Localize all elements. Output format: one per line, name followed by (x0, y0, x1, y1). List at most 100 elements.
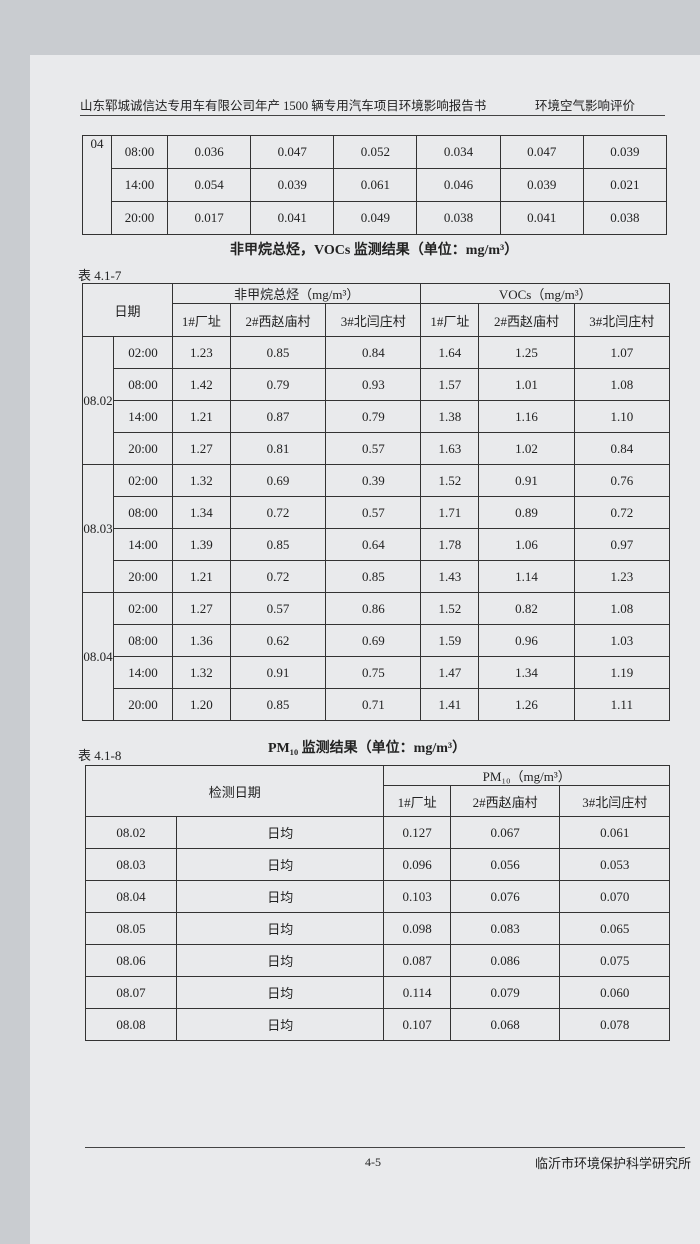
table-row: 04 08:00 0.036 0.047 0.052 0.034 0.047 0.039 (82, 135, 668, 235)
table-cell: 14:00 (111, 168, 168, 202)
table-cell: 0.053 (559, 848, 670, 881)
table-cell: 0.038 (416, 201, 501, 235)
table-cell: 0.96 (478, 624, 575, 657)
table-cell: 2#西赵庙村 (229, 303, 327, 337)
table-cell: 14:00 (113, 400, 173, 433)
table-cell: 1.14 (478, 560, 575, 593)
table-cell: 08.02 (82, 336, 114, 465)
table-row: 08.08 日均 0.107 0.068 0.078 (85, 1008, 670, 1041)
table-cell: 1.02 (478, 432, 575, 465)
table-cell: 0.079 (449, 976, 561, 1009)
table-cell: 0.036 (166, 135, 252, 169)
data-table: 日期 非甲烷总烃（mg/m³） VOCs（mg/m³） 1#厂址 2#西赵庙村 3#北闫庄… (82, 283, 671, 721)
table-cell: 0.061 (333, 168, 418, 202)
table-cell: 08.06 (85, 944, 177, 977)
table-cell: 1.32 (172, 656, 231, 689)
table-cell: 1.07 (573, 336, 671, 369)
table-cell: 1.19 (573, 656, 671, 689)
table-cell: 1.32 (172, 464, 231, 497)
table-cell: 20:00 (113, 560, 173, 593)
table-cell: 1.21 (172, 560, 231, 593)
table-cell: 0.054 (166, 168, 252, 202)
table-cell: 0.71 (325, 688, 422, 721)
table-row: 1#厂址 2#西赵庙村 3#北闫庄村 (86, 785, 670, 817)
data-table: 检测日期 PM₁₀（mg/m³） 1#厂址 2#西赵庙村 3#北闫庄村 08.02 日均 0.… (84, 765, 670, 1041)
table-cell: 0.038 (582, 201, 668, 235)
table-cell: 0.69 (325, 624, 422, 657)
table-row: 08:00 1.42 0.79 0.93 1.57 1.01 1.08 (83, 368, 671, 401)
table-cell: 0.021 (582, 168, 668, 202)
table-cell: 0.047 (250, 135, 335, 169)
table-row: 08.07 日均 0.114 0.079 0.060 (85, 976, 670, 1009)
table-cell: 0.91 (229, 656, 327, 689)
table-cell: 日均 (175, 944, 385, 977)
table-cell: 1.20 (172, 688, 231, 721)
table-cell: 08:00 (113, 368, 173, 401)
table-cell: 0.065 (559, 912, 670, 945)
table-cell: 1.57 (420, 368, 480, 401)
table-cell: 08:00 (113, 496, 173, 529)
table-cell: 1.01 (478, 368, 575, 401)
table-row: 08.06 日均 0.087 0.086 0.075 (85, 944, 670, 977)
table-cell: 0.97 (573, 528, 671, 561)
table-cell: 0.107 (383, 1008, 451, 1041)
table-cell: 0.067 (449, 816, 561, 849)
data-table: 04 08:00 0.036 0.047 0.052 0.034 0.047 0.039 14:… (82, 135, 668, 235)
table-cell: 0.039 (582, 135, 668, 169)
table-cell: 0.72 (229, 560, 327, 593)
table-cell: 1.34 (478, 656, 575, 689)
table-cell: 0.93 (325, 368, 422, 401)
table-cell: 日均 (175, 976, 385, 1009)
table-row: 14:00 1.32 0.91 0.75 1.47 1.34 1.19 (83, 656, 671, 689)
table-cell: 0.103 (383, 880, 451, 913)
table-cell: 0.047 (499, 135, 584, 169)
table-cell: 0.039 (250, 168, 335, 202)
table-cell: 1.71 (420, 496, 480, 529)
table-cell: 1.26 (478, 688, 575, 721)
table-cell: 0.083 (449, 912, 561, 945)
table-cell: 0.034 (416, 135, 501, 169)
table-cell: 0.096 (383, 848, 451, 881)
table-cell: 1.10 (573, 400, 671, 433)
table-cell: 02:00 (113, 464, 173, 497)
table-cell: 08:00 (113, 624, 173, 657)
table-cell: 非甲烷总烃（mg/m³） (171, 283, 422, 304)
table-title: PM₁₀ 监测结果（单位：mg/m³） (268, 741, 467, 756)
table-label: 表 4.1-7 (78, 268, 122, 283)
table-cell: 0.81 (229, 432, 327, 465)
table-row: 08.02 日均 0.127 0.067 0.061 (85, 816, 670, 849)
table-cell: 日均 (175, 880, 385, 913)
table-cell: 1.64 (420, 336, 480, 369)
table-cell: 1.27 (172, 592, 231, 625)
page-number: 4-5 (365, 1155, 381, 1169)
table-row: 14:00 0.054 0.039 0.061 0.046 0.039 0.021 (83, 168, 668, 202)
table-cell: 04 (82, 135, 112, 235)
table-cell: 3#北闫庄村 (559, 785, 670, 817)
table-row: 日期 非甲烷总烃（mg/m³） VOCs（mg/m³） (82, 283, 670, 337)
table-cell: 20:00 (113, 432, 173, 465)
table-cell: 1.11 (573, 688, 671, 721)
table-cell: 1.38 (420, 400, 480, 433)
table-cell: 1.47 (420, 656, 480, 689)
table-label: 表 4.1-8 (78, 748, 122, 763)
table-cell: 1.43 (420, 560, 480, 593)
table-cell: 0.72 (229, 496, 327, 529)
table-cell: 1.52 (420, 464, 480, 497)
table-row: 08.02 02:00 1.23 0.85 0.84 1.64 1.25 1.07 (82, 336, 671, 465)
table-row: 检测日期 PM₁₀（mg/m³） (84, 765, 670, 817)
table-row: 14:00 1.39 0.85 0.64 1.78 1.06 0.97 (83, 528, 671, 561)
table-cell: 1#厂址 (383, 785, 451, 817)
table-cell: 0.75 (325, 656, 422, 689)
table-cell: 1.27 (172, 432, 231, 465)
footer-rule (85, 1147, 685, 1148)
table-cell: 0.078 (559, 1008, 670, 1041)
table-cell: 0.061 (559, 816, 670, 849)
table-cell: 1.39 (172, 528, 231, 561)
table-cell: 0.64 (325, 528, 422, 561)
table-cell: 0.79 (229, 368, 327, 401)
table-cell: 0.86 (325, 592, 422, 625)
table-row: 08.04 02:00 1.27 0.57 0.86 1.52 0.82 1.08 (82, 592, 671, 721)
header-title: 山东郓城诚信达专用车有限公司年产 1500 辆专用汽车项目环境影响报告书 (80, 99, 487, 113)
table-row: 20:00 1.20 0.85 0.71 1.41 1.26 1.11 (83, 688, 671, 721)
